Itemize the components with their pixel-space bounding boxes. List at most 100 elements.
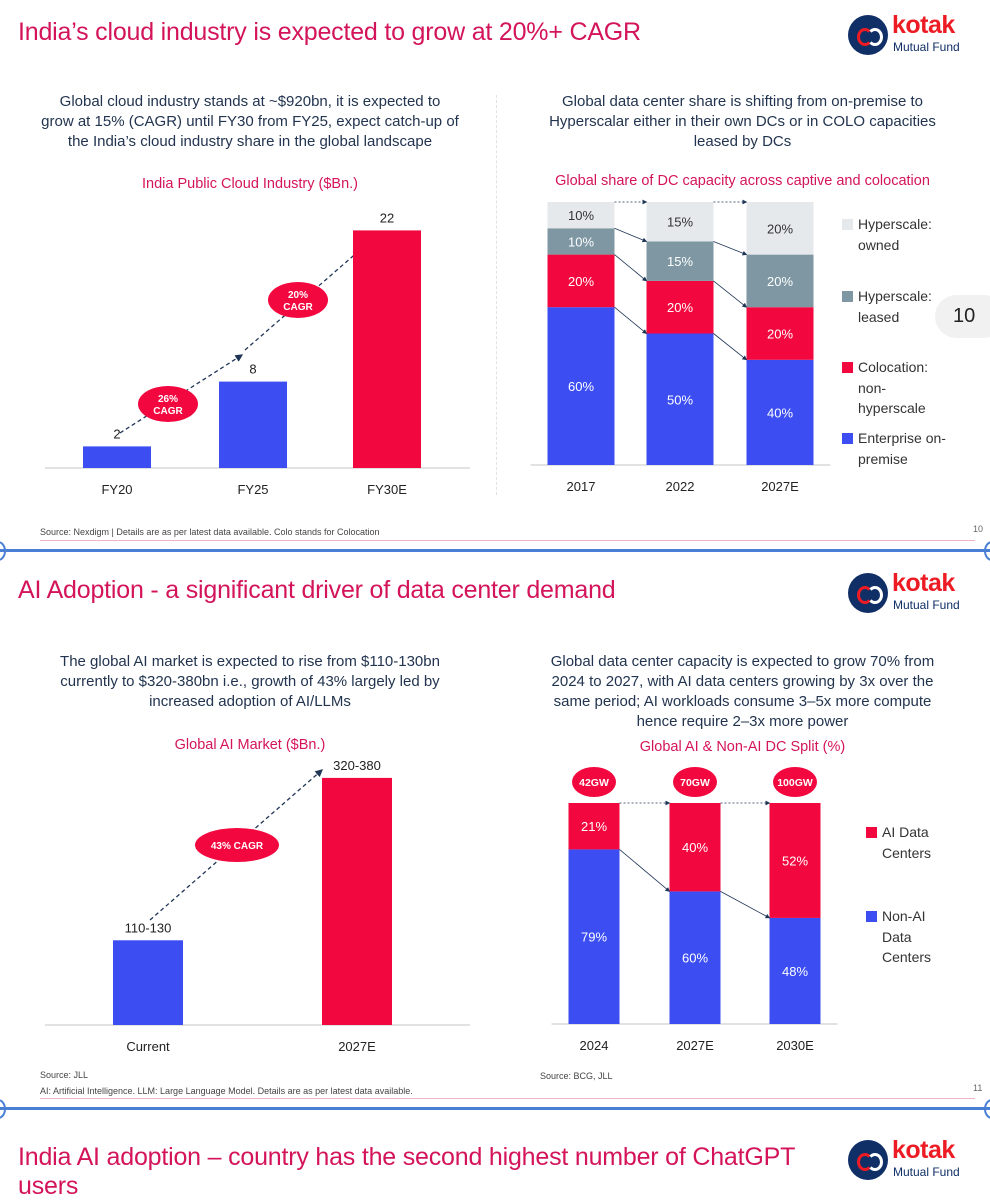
x-tick-label: 2027E [338,1039,376,1054]
cagr-label: CAGR [283,302,313,313]
bar-segment-2022 [646,333,714,465]
growth-arrow [244,249,361,351]
x-tick-label: FY20 [101,482,132,497]
cagr-label: 20% [288,290,308,301]
chart3-svg: 110-130 Current 320-380 2027E 43% CAGR [45,758,470,1054]
x-tick-label: 2022 [666,479,695,494]
segment-label: 21% [581,819,607,834]
bar-Current [113,940,183,1025]
connector-arrow [614,254,648,282]
segment-label: 79% [581,930,607,945]
slide3-title: India AI adoption – country has the seco… [18,1143,795,1201]
cagr-badge [268,282,328,318]
segment-label: 20% [767,274,793,289]
chart3-title: Global AI Market ($Bn.) [174,737,326,753]
slide1-page-number: 10 [973,524,984,534]
legend-label: Colocation: non-hyperscale [858,359,929,416]
slide2-right-desc: Global data center capacity is expected … [505,652,980,732]
kotak-logo: kotak Mutual Fund [848,569,978,615]
legend-item: Enterprise on-premise [842,428,962,469]
logo-brand: kotak [892,1136,955,1164]
data-label: 320-380 [333,758,381,773]
slide2-source-right: Source: BCG, JLL [540,1071,613,1081]
legend-swatch [866,911,877,922]
connector-arrow [713,333,748,361]
chart4-svg: 79% 21% 2024 42GW 60% 40% 2027E 70GW 48% 52% 2030E… [551,767,838,1053]
bar-segment-2030E [769,803,821,918]
legend-swatch [842,291,853,302]
segment-label: 20% [667,300,693,315]
capacity-badge [673,767,717,797]
segment-label: 15% [667,215,693,230]
bar-FY30E [353,230,421,468]
legend-swatch [866,827,877,838]
desc-line: hence require 2–3x more power [636,713,849,730]
chart2-title: Global share of DC capacity across capti… [555,173,930,189]
bar-segment-2027E [746,307,814,360]
x-tick-label: FY25 [237,482,268,497]
legend-item: Hyperscale: owned [842,214,962,255]
bar-segment-2027E [746,202,814,255]
slide2-left-desc: The global AI market is expected to rise… [20,652,480,712]
connector-arrow [614,227,648,243]
desc-line: the India’s cloud industry share in the … [67,133,433,150]
desc-line: Hyperscalar either in their own DCs or i… [549,113,936,130]
cagr-badge [138,386,198,422]
segment-label: 50% [667,392,693,407]
capacity-badge [572,767,616,797]
segment-label: 52% [782,853,808,868]
slide2-source-left: Source: JLL [40,1070,89,1080]
capacity-label: 70GW [680,777,710,789]
bar-segment-2027E [746,254,814,308]
desc-line: grow at 15% (CAGR) until FY30 from FY25,… [41,113,459,130]
legend-label: AI Data Centers [882,824,932,861]
segment-label: 20% [767,327,793,342]
slide-separator [0,541,990,561]
connector-arrow [720,891,771,919]
chart2-svg: 60% 20% 10% 10% 2017 50% 20% 15% 15% 2022 40% 20% 20… [530,199,831,494]
legend-swatch [842,362,853,373]
desc-line: Global cloud industry stands at ~$920bn,… [59,93,441,110]
bar-segment-2024 [568,803,620,850]
cagr-label: CAGR [153,406,183,417]
segment-label: 40% [767,405,793,420]
bar-2027E [322,777,392,1025]
page-pill[interactable]: 10 [935,295,990,338]
legend-label: Non-AI Data Centers [882,908,932,965]
bar-FY25 [219,381,287,468]
desc-line: increased adoption of AI/LLMs [149,693,351,710]
desc-line: currently to $320-380bn i.e., growth of … [60,673,440,690]
logo-sub: Mutual Fund [893,1165,960,1179]
bar-segment-2017 [547,202,615,229]
segment-label: 48% [782,964,808,979]
connector-arrow [713,241,748,256]
chart1-title: India Public Cloud Industry ($Bn.) [142,176,358,192]
title-line: India AI adoption – country has the seco… [18,1143,796,1171]
x-tick-label: 2030E [776,1038,814,1053]
slide1-left-desc: Global cloud industry stands at ~$920bn,… [20,92,480,152]
x-tick-label: 2027E [761,479,799,494]
x-tick-label: FY30E [367,482,407,497]
data-label: 110-130 [125,920,172,935]
segment-label: 20% [767,221,793,236]
segment-label: 20% [568,274,594,289]
chart4-title: Global AI & Non-AI DC Split (%) [639,739,846,755]
logo-sub: Mutual Fund [893,598,960,612]
slide2-title: AI Adoption - a significant driver of da… [18,576,616,604]
legend-item: Colocation: non-hyperscale [842,357,962,419]
cagr-label: 43% CAGR [211,841,264,852]
segment-label: 60% [568,379,594,394]
desc-line: leased by DCs [693,133,792,150]
slide1-source: Source: Nexdigm | Details are as per lat… [40,527,380,537]
footer-line [40,1098,975,1099]
desc-line: 2024 to 2027, with AI data centers growi… [551,673,934,690]
data-label: 8 [249,362,256,377]
legend-item: Hyperscale: leased [842,286,962,327]
kotak-logo-icon [848,1140,888,1180]
bar-segment-2027E [746,359,814,465]
capacity-label: 100GW [777,777,813,789]
cagr-badge [195,828,279,862]
x-tick-label: 2017 [567,479,596,494]
kotak-logo: kotak Mutual Fund [848,1136,978,1182]
segment-label: 60% [682,951,708,966]
